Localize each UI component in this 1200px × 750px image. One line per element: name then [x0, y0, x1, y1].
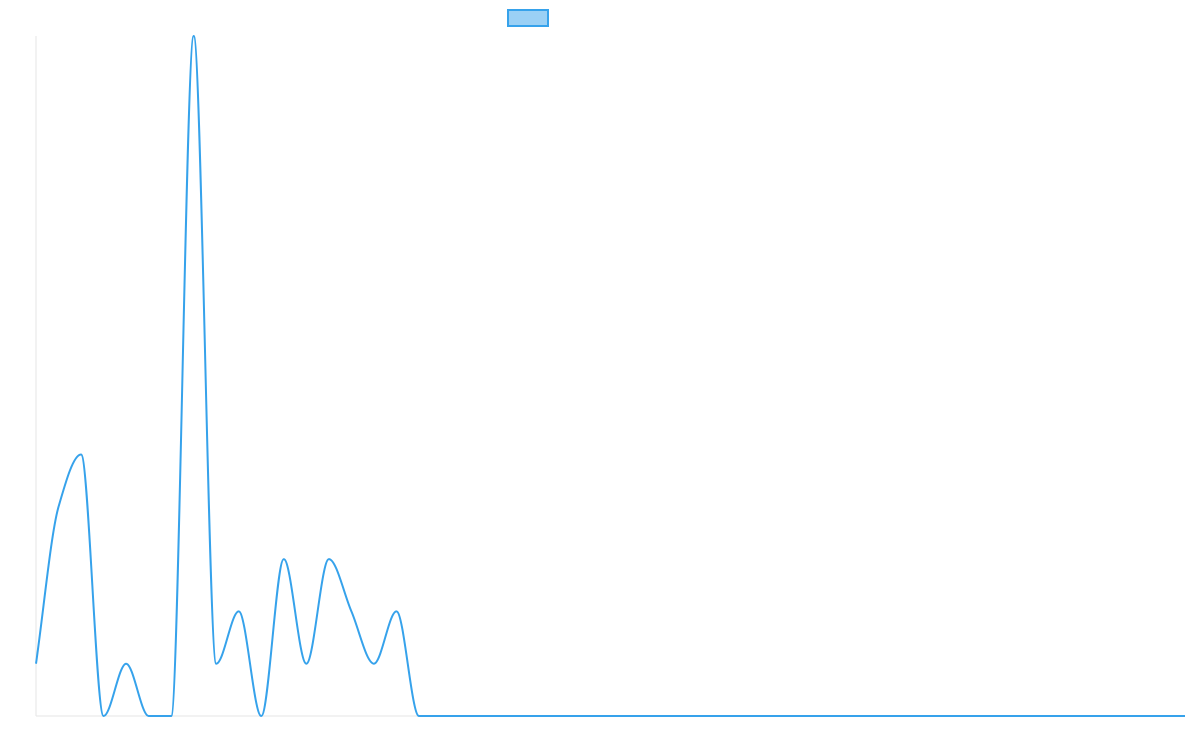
data-point[interactable]: [505, 712, 513, 720]
data-point[interactable]: [100, 712, 108, 720]
data-point[interactable]: [753, 712, 761, 720]
data-point[interactable]: [212, 660, 220, 668]
series-line: [35, 35, 1185, 717]
data-point[interactable]: [978, 712, 986, 720]
data-point[interactable]: [866, 712, 874, 720]
data-point[interactable]: [280, 555, 288, 563]
data-point[interactable]: [618, 712, 626, 720]
data-point[interactable]: [167, 712, 175, 720]
data-point[interactable]: [77, 450, 85, 458]
data-point[interactable]: [370, 660, 378, 668]
data-point[interactable]: [460, 712, 468, 720]
data-point[interactable]: [190, 32, 198, 40]
data-point[interactable]: [663, 712, 671, 720]
data-point[interactable]: [55, 503, 63, 511]
data-point[interactable]: [483, 712, 491, 720]
data-point[interactable]: [438, 712, 446, 720]
data-point[interactable]: [1181, 712, 1189, 720]
data-point[interactable]: [685, 712, 693, 720]
data-point[interactable]: [821, 712, 829, 720]
data-point[interactable]: [573, 712, 581, 720]
data-point[interactable]: [415, 712, 423, 720]
series-layer: [32, 32, 1189, 720]
legend-swatch[interactable]: [507, 9, 549, 27]
data-point[interactable]: [640, 712, 648, 720]
data-point[interactable]: [956, 712, 964, 720]
data-point[interactable]: [911, 712, 919, 720]
data-point[interactable]: [1046, 712, 1054, 720]
data-point[interactable]: [843, 712, 851, 720]
data-point[interactable]: [235, 607, 243, 615]
data-point[interactable]: [708, 712, 716, 720]
data-point[interactable]: [595, 712, 603, 720]
data-point[interactable]: [730, 712, 738, 720]
data-point[interactable]: [1023, 712, 1031, 720]
data-point[interactable]: [1136, 712, 1144, 720]
data-point[interactable]: [1068, 712, 1076, 720]
data-point[interactable]: [122, 660, 130, 668]
data-point[interactable]: [933, 712, 941, 720]
data-point[interactable]: [528, 712, 536, 720]
legend[interactable]: [507, 9, 549, 27]
data-point[interactable]: [1158, 712, 1166, 720]
data-point[interactable]: [798, 712, 806, 720]
data-point[interactable]: [1113, 712, 1121, 720]
data-point[interactable]: [550, 712, 558, 720]
data-point[interactable]: [1001, 712, 1009, 720]
data-point[interactable]: [392, 607, 400, 615]
data-point[interactable]: [325, 555, 333, 563]
data-point[interactable]: [1091, 712, 1099, 720]
data-point[interactable]: [302, 660, 310, 668]
data-point[interactable]: [888, 712, 896, 720]
data-point[interactable]: [347, 607, 355, 615]
data-point[interactable]: [775, 712, 783, 720]
data-point[interactable]: [145, 712, 153, 720]
data-point[interactable]: [257, 712, 265, 720]
data-point[interactable]: [32, 660, 40, 668]
